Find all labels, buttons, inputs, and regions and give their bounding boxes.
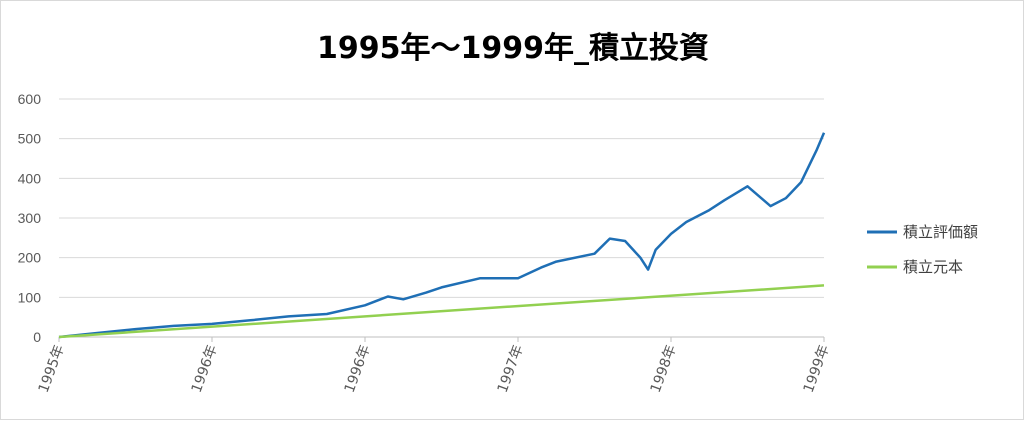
legend-label: 積立元本 — [903, 258, 963, 276]
y-tick-label: 600 — [18, 91, 42, 107]
legend-label: 積立評価額 — [903, 223, 978, 241]
x-tick-label: 1996年 — [342, 343, 374, 395]
chart-title: 1995年～1999年_積立投資 — [317, 31, 709, 66]
y-tick-label: 100 — [18, 289, 42, 305]
y-tick-label: 300 — [18, 210, 42, 226]
x-tick-label: 1995年 — [36, 343, 68, 395]
y-tick-label: 400 — [18, 170, 42, 186]
series-line — [58, 284, 825, 339]
y-tick-label: 200 — [18, 250, 42, 266]
x-tick-label: 1997年 — [495, 343, 527, 395]
x-tick-label: 1998年 — [648, 343, 680, 395]
y-tick-label: 0 — [33, 329, 41, 345]
x-tick-label: 1996年 — [189, 343, 221, 395]
series-line — [58, 132, 826, 339]
y-tick-label: 500 — [18, 131, 42, 147]
x-tick-label: 1999年 — [801, 343, 833, 395]
